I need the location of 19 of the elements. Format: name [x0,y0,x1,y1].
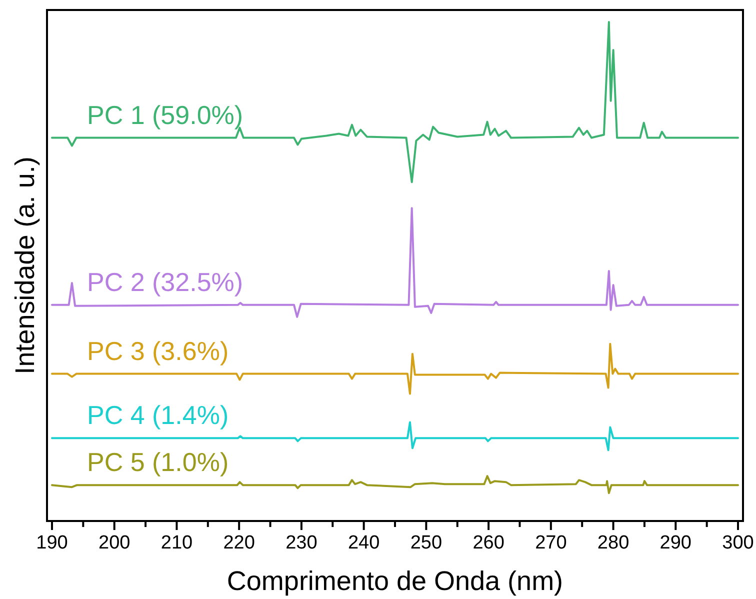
x-tick-label: 230 [286,532,318,554]
x-tick-label: 260 [472,532,504,554]
series-label: PC 2 (32.5%) [87,266,244,297]
x-tick-label: 300 [722,532,754,554]
x-tick-label: 240 [348,532,380,554]
x-tick-label: 250 [410,532,442,554]
x-tick-label: 270 [535,532,567,554]
x-tick-label: 280 [597,532,630,554]
x-tick-label: 220 [223,532,255,554]
y-axis-title: Intensidade (a. u.) [10,156,40,374]
x-tick-label: 290 [660,532,692,554]
series-label: PC 5 (1.0%) [87,447,229,478]
x-tick-label: 210 [160,532,193,554]
x-tick-label: 190 [36,532,68,554]
series-label: PC 1 (59.0%) [87,100,244,130]
x-axis-title: Comprimento de Onda (nm) [226,566,564,596]
x-tick-label: 200 [98,532,130,554]
series-label: PC 4 (1.4%) [87,400,229,430]
series-label: PC 3 (3.6%) [87,336,229,366]
